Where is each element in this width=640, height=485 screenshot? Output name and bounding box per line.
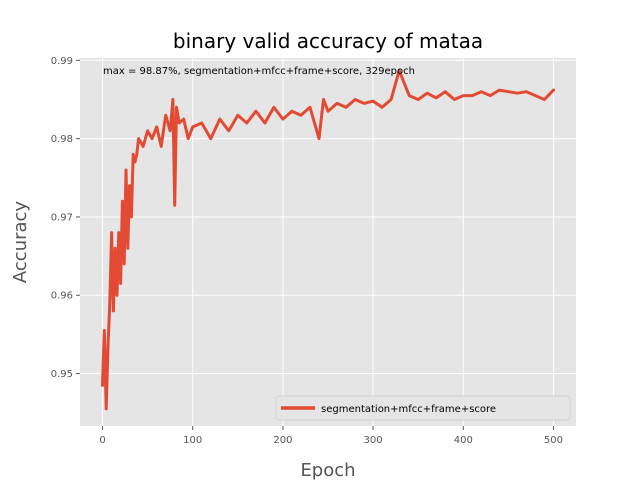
series-line-0 [101,69,555,411]
x-tick-label: 100 [183,435,202,446]
x-tick-label: 300 [364,435,383,446]
chart-title: binary valid accuracy of mataa [173,29,483,53]
max-annotation: max = 98.87%, segmentation+mfcc+frame+sc… [103,66,415,77]
legend-box [275,395,571,421]
x-tick-label: 0 [99,435,105,446]
x-tick-label: 500 [544,435,563,446]
y-tick-label: 0.99 [51,56,73,67]
legend-label: segmentation+mfcc+frame+score [321,404,496,415]
plot-area [80,58,576,426]
tick-labels: 0 100 200 300 400 500 0.95 0.96 0.97 0.98 0.99 [51,56,563,446]
y-tick-label: 0.98 [51,134,73,145]
x-tick-label: 400 [454,435,473,446]
x-axis-label: Epoch [300,460,355,480]
y-tick-label: 0.97 [51,212,73,223]
x-tick-label: 200 [273,435,292,446]
legend: segmentation+mfcc+frame+score [275,395,571,421]
y-tick-label: 0.96 [51,291,73,302]
series-layer [101,69,555,411]
y-tick-label: 0.95 [51,369,73,380]
y-axis-label: Accuracy [10,201,31,284]
